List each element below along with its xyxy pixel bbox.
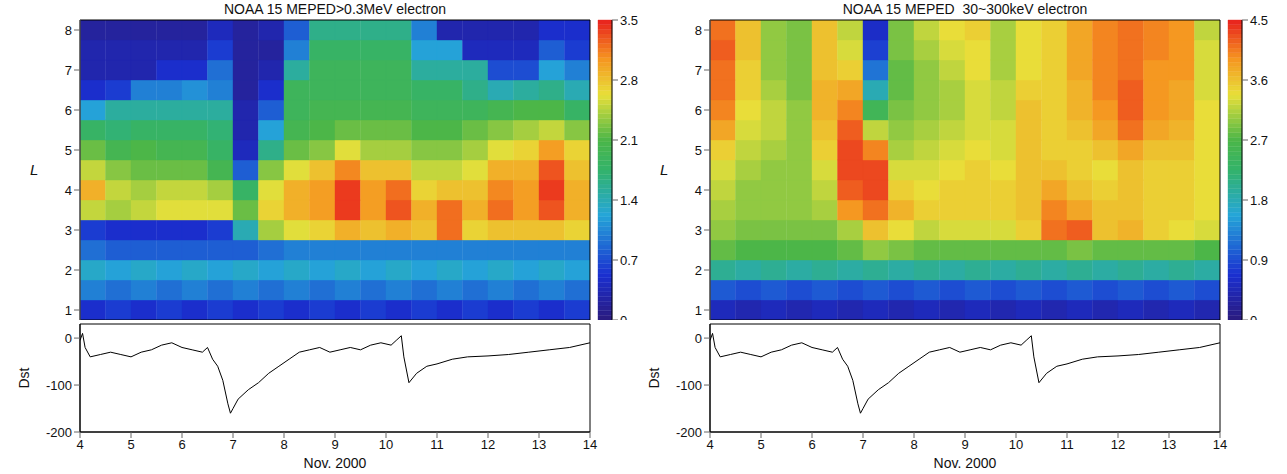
svg-text:-100: -100 xyxy=(46,378,72,393)
svg-text:7: 7 xyxy=(229,437,236,452)
svg-text:1.8: 1.8 xyxy=(1250,193,1268,208)
svg-text:7: 7 xyxy=(65,63,72,78)
svg-text:6: 6 xyxy=(695,103,702,118)
svg-text:-200: -200 xyxy=(46,425,72,440)
svg-text:0: 0 xyxy=(695,331,702,346)
svg-text:3.6: 3.6 xyxy=(1250,73,1268,88)
html-text:NOAA 15 MEPED>0.3MeV electron: NOAA 15 MEPED>0.3MeV electron xyxy=(223,1,447,17)
svg-text:0: 0 xyxy=(620,313,627,320)
svg-text:10: 10 xyxy=(1009,437,1023,452)
svg-text:-200: -200 xyxy=(676,425,702,440)
svg-text:8: 8 xyxy=(695,23,702,38)
svg-text:4: 4 xyxy=(706,437,713,452)
svg-text:2.1: 2.1 xyxy=(620,133,638,148)
svg-text:5: 5 xyxy=(757,437,764,452)
svg-text:3: 3 xyxy=(65,223,72,238)
svg-text:13: 13 xyxy=(1162,437,1176,452)
svg-text:L: L xyxy=(660,161,668,178)
html-text:NOAA 15 MEPED 30~300keV electr: NOAA 15 MEPED 30~300keV electron xyxy=(842,1,1088,17)
svg-text:13: 13 xyxy=(532,437,546,452)
svg-text:5: 5 xyxy=(695,143,702,158)
svg-text:0: 0 xyxy=(1250,313,1257,320)
svg-text:0: 0 xyxy=(65,331,72,346)
svg-text:11: 11 xyxy=(430,437,444,452)
svg-text:7: 7 xyxy=(695,63,702,78)
svg-text:2: 2 xyxy=(695,263,702,278)
svg-text:9: 9 xyxy=(961,437,968,452)
svg-text:Nov. 2000: Nov. 2000 xyxy=(934,455,997,470)
svg-text:14: 14 xyxy=(1213,437,1227,452)
svg-text:5: 5 xyxy=(65,143,72,158)
svg-text:8: 8 xyxy=(280,437,287,452)
svg-text:1: 1 xyxy=(65,303,72,318)
svg-text:3.5: 3.5 xyxy=(620,13,638,28)
svg-text:12: 12 xyxy=(1111,437,1125,452)
svg-text:8: 8 xyxy=(65,23,72,38)
svg-text:Nov. 2000: Nov. 2000 xyxy=(304,455,367,470)
svg-text:11: 11 xyxy=(1060,437,1074,452)
svg-text:Dst: Dst xyxy=(646,367,662,388)
svg-text:2.7: 2.7 xyxy=(1250,133,1268,148)
svg-text:12: 12 xyxy=(481,437,495,452)
svg-text:4: 4 xyxy=(76,437,83,452)
svg-text:L: L xyxy=(30,161,38,178)
svg-text:4: 4 xyxy=(695,183,702,198)
svg-text:4: 4 xyxy=(65,183,72,198)
svg-text:4.5: 4.5 xyxy=(1250,13,1268,28)
svg-text:7: 7 xyxy=(859,437,866,452)
svg-text:14: 14 xyxy=(583,437,597,452)
svg-text:Dst: Dst xyxy=(16,367,32,388)
svg-text:6: 6 xyxy=(178,437,185,452)
svg-text:2: 2 xyxy=(65,263,72,278)
svg-text:0.7: 0.7 xyxy=(620,253,638,268)
svg-text:3: 3 xyxy=(695,223,702,238)
svg-text:8: 8 xyxy=(910,437,917,452)
svg-text:2.8: 2.8 xyxy=(620,73,638,88)
svg-text:5: 5 xyxy=(127,437,134,452)
svg-text:1: 1 xyxy=(695,303,702,318)
svg-text:6: 6 xyxy=(65,103,72,118)
svg-text:0.9: 0.9 xyxy=(1250,253,1268,268)
svg-text:6: 6 xyxy=(808,437,815,452)
svg-text:10: 10 xyxy=(379,437,393,452)
svg-text:1.4: 1.4 xyxy=(620,193,638,208)
svg-text:-100: -100 xyxy=(676,378,702,393)
svg-text:9: 9 xyxy=(331,437,338,452)
